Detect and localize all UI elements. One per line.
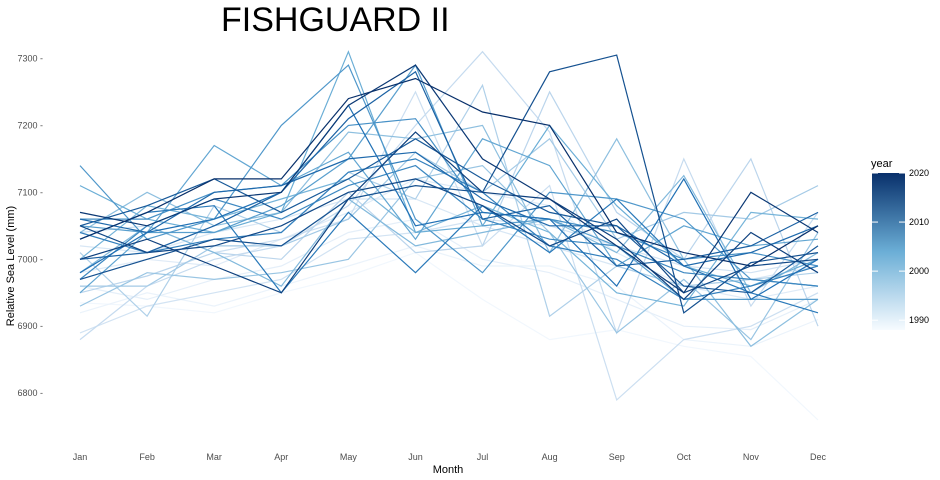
x-tick-label: Jan	[73, 452, 88, 462]
chart-title: FISHGUARD II	[221, 1, 450, 39]
x-tick-label: Jun	[408, 452, 423, 462]
series-line-2007	[79, 64, 819, 287]
series-line-2012	[79, 104, 819, 301]
series-line-2011	[79, 198, 819, 314]
series-line-1998	[79, 83, 819, 318]
legend-ticks: 1990 2000 2010 2020	[872, 168, 929, 325]
y-axis-ticks: 6800 - 6900 - 7000 - 7100 - 7200 - 7300 -	[17, 53, 43, 398]
series-line-1994	[79, 218, 819, 334]
series-line-2015	[79, 138, 819, 294]
y-tick-label: 6800 -	[17, 388, 43, 398]
legend-tick-label: 2010	[909, 217, 929, 227]
series-line-1997	[79, 90, 819, 327]
series-line-2018	[79, 131, 819, 301]
series-line-2019	[79, 64, 819, 294]
x-tick-label: Dec	[810, 452, 827, 462]
legend-colorbar	[872, 173, 905, 330]
series-line-1989	[79, 251, 819, 421]
series-line-2000	[79, 164, 819, 341]
x-tick-label: Aug	[542, 452, 558, 462]
legend-tick-label: 2000	[909, 266, 929, 276]
series-line-2008	[80, 118, 819, 267]
series-line-1990	[79, 245, 819, 347]
series-line-2016	[79, 54, 819, 314]
series-line-2013	[79, 151, 819, 267]
y-tick-label: 6900 -	[17, 321, 43, 331]
legend-title: year	[871, 158, 893, 170]
y-tick-label: 7000 -	[17, 254, 43, 264]
x-axis-title: Month	[433, 464, 464, 476]
x-tick-label: May	[340, 452, 358, 462]
legend-tick-label: 2020	[909, 168, 929, 178]
x-tick-label: Oct	[677, 452, 692, 462]
series-line-2014	[79, 70, 819, 267]
x-tick-label: Feb	[139, 452, 155, 462]
y-axis-title: Relative Sea Level (mm)	[5, 206, 17, 326]
x-axis-ticks: Jan Feb Mar Apr May Jun Jul Aug Sep Oct Nov Dec	[73, 452, 827, 462]
y-tick-label: 7200 -	[17, 120, 43, 130]
series-line-2020	[79, 77, 819, 267]
x-tick-label: Nov	[743, 452, 760, 462]
x-tick-label: Mar	[206, 452, 222, 462]
x-tick-label: Sep	[609, 452, 625, 462]
color-legend: year 1990 2000 2010 2020	[871, 158, 929, 330]
series-lines	[79, 50, 819, 421]
x-tick-label: Apr	[274, 452, 288, 462]
series-line-1996	[79, 50, 819, 341]
x-tick-label: Jul	[477, 452, 489, 462]
legend-tick-label: 1990	[909, 315, 929, 325]
y-tick-label: 7300 -	[17, 53, 43, 63]
y-tick-label: 7100 -	[17, 187, 43, 197]
